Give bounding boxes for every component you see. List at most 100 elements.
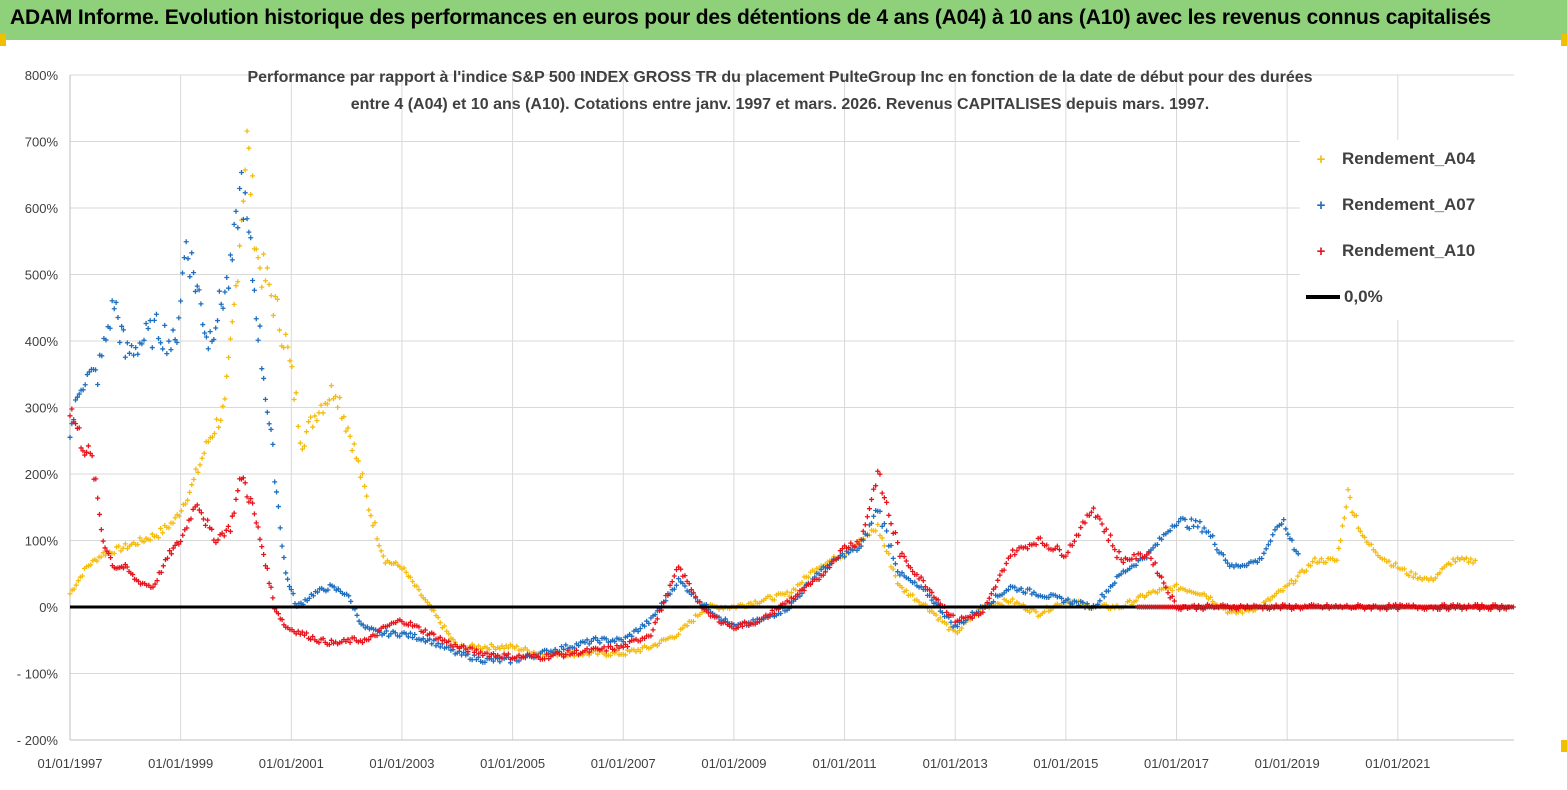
marker-a10 [295,628,301,634]
marker-a04 [71,586,77,592]
marker-a04 [224,373,230,379]
marker-a10 [735,625,741,631]
marker-a07 [629,633,635,639]
marker-a07 [115,315,121,321]
marker-a07 [1012,584,1018,590]
marker-a04 [1316,559,1322,565]
marker-a07 [95,381,101,387]
marker-a04 [178,508,184,514]
marker-a04 [218,417,224,423]
marker-a07 [991,599,997,605]
marker-a07 [281,554,287,560]
marker-a04 [916,599,922,605]
marker-a10 [544,651,550,657]
marker-a07 [1220,552,1226,558]
marker-a04 [268,293,274,299]
marker-a04 [176,513,182,519]
marker-a07 [1150,545,1156,551]
marker-a10 [808,581,814,587]
marker-a04 [259,284,265,290]
marker-a07 [255,337,261,343]
marker-a07 [183,239,189,245]
marker-a04 [1448,562,1454,568]
marker-a07 [306,595,312,601]
marker-a10 [76,425,82,431]
marker-a04 [362,483,368,489]
marker-a10 [873,483,879,489]
marker-a04 [199,455,205,461]
marker-a07 [603,636,609,642]
legend-label-zero: 0,0% [1344,287,1383,306]
marker-a10 [437,634,443,640]
marker-a10 [922,584,928,590]
marker-a10 [1008,553,1014,559]
marker-a04 [497,646,503,652]
marker-a10 [697,599,703,605]
x-tick-label: 01/01/2015 [1033,756,1098,771]
marker-a10 [242,480,248,486]
marker-a10 [1012,552,1018,558]
marker-a07 [939,610,945,616]
marker-a07 [842,554,848,560]
marker-a04 [886,551,892,557]
marker-a04 [287,358,293,364]
marker-a10 [80,448,86,454]
marker-a07 [1005,587,1011,593]
marker-a04 [418,592,424,598]
marker-a10 [820,572,826,578]
marker-a07 [1214,547,1220,553]
marker-a10 [1116,549,1122,555]
marker-a07 [277,525,283,531]
marker-a10 [328,637,334,643]
marker-a07 [1159,536,1165,542]
marker-a04 [1267,597,1273,603]
marker-a04 [335,404,341,410]
marker-a04 [205,439,211,445]
marker-a07 [211,336,217,342]
marker-a10 [172,542,178,548]
marker-a07 [1285,531,1291,537]
marker-a10 [673,567,679,573]
marker-a10 [542,656,548,662]
marker-a10 [667,582,673,588]
marker-a04 [1203,593,1209,599]
marker-a07 [131,352,137,358]
corner-marker-top-left [0,34,6,46]
marker-a10 [366,637,372,643]
marker-a07 [279,543,285,549]
marker-a07 [73,397,79,403]
marker-a10 [345,636,351,642]
marker-a10 [739,623,745,629]
marker-a07 [1186,526,1192,532]
marker-a10 [565,648,571,654]
marker-a04 [1127,598,1133,604]
marker-a10 [682,573,688,579]
marker-a07 [884,528,890,534]
marker-a04 [209,434,215,440]
marker-a10 [903,558,909,564]
marker-a07 [1222,557,1228,563]
marker-a10 [405,622,411,628]
marker-a10 [310,634,316,640]
marker-a10 [856,541,862,547]
marker-a10 [1110,543,1116,549]
marker-a04 [1341,515,1347,521]
x-tick-label: 01/01/1997 [37,756,102,771]
marker-a07 [927,592,933,598]
marker-a07 [107,325,113,331]
chart-subtitle: Performance par rapport à l'indice S&P 5… [150,64,1410,118]
marker-a07 [680,580,686,586]
marker-a07 [164,351,170,357]
marker-a07 [1188,516,1194,522]
legend-line-zero [1306,295,1340,299]
marker-a10 [603,648,609,654]
marker-a04 [1355,525,1361,531]
marker-a04 [197,462,203,468]
marker-a04 [444,628,450,634]
marker-a10 [1137,551,1143,557]
marker-a10 [860,528,866,534]
marker-a07 [151,317,157,323]
marker-a07 [516,658,522,664]
x-tick-label: 01/01/2013 [923,756,988,771]
marker-a07 [246,229,252,235]
